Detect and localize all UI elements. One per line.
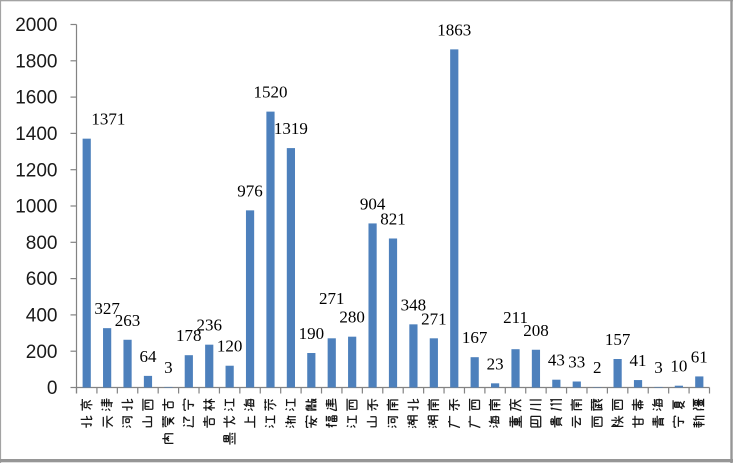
svg-text:1200: 1200 xyxy=(15,160,57,181)
svg-text:1371: 1371 xyxy=(91,110,125,129)
svg-text:64: 64 xyxy=(139,347,157,366)
svg-text:0: 0 xyxy=(47,378,58,399)
svg-text:61: 61 xyxy=(691,347,708,366)
svg-text:271: 271 xyxy=(319,289,345,308)
svg-text:1863: 1863 xyxy=(437,20,471,39)
svg-text:190: 190 xyxy=(299,324,325,343)
svg-text:976: 976 xyxy=(237,181,263,200)
svg-text:3: 3 xyxy=(164,358,173,377)
svg-text:1400: 1400 xyxy=(15,124,57,145)
svg-text:263: 263 xyxy=(115,311,141,330)
svg-text:800: 800 xyxy=(26,233,58,254)
svg-text:41: 41 xyxy=(630,351,647,370)
svg-text:200: 200 xyxy=(26,342,58,363)
svg-text:157: 157 xyxy=(605,330,631,349)
svg-text:120: 120 xyxy=(217,337,243,356)
svg-text:2000: 2000 xyxy=(15,15,57,36)
svg-text:1800: 1800 xyxy=(15,51,57,72)
svg-text:236: 236 xyxy=(196,316,222,335)
svg-text:208: 208 xyxy=(523,321,549,340)
svg-text:1520: 1520 xyxy=(253,83,287,102)
svg-text:3: 3 xyxy=(654,358,663,377)
svg-text:821: 821 xyxy=(380,209,406,228)
svg-text:400: 400 xyxy=(26,306,58,327)
svg-text:2: 2 xyxy=(593,358,602,377)
svg-text:33: 33 xyxy=(568,353,585,372)
svg-text:1000: 1000 xyxy=(15,197,57,218)
svg-text:600: 600 xyxy=(26,269,58,290)
svg-text:43: 43 xyxy=(548,351,565,370)
svg-text:23: 23 xyxy=(487,354,504,373)
svg-text:1600: 1600 xyxy=(15,88,57,109)
svg-text:167: 167 xyxy=(462,328,488,347)
svg-text:271: 271 xyxy=(421,309,447,328)
svg-text:10: 10 xyxy=(670,357,687,376)
svg-text:280: 280 xyxy=(339,308,365,327)
svg-text:1319: 1319 xyxy=(274,119,308,138)
